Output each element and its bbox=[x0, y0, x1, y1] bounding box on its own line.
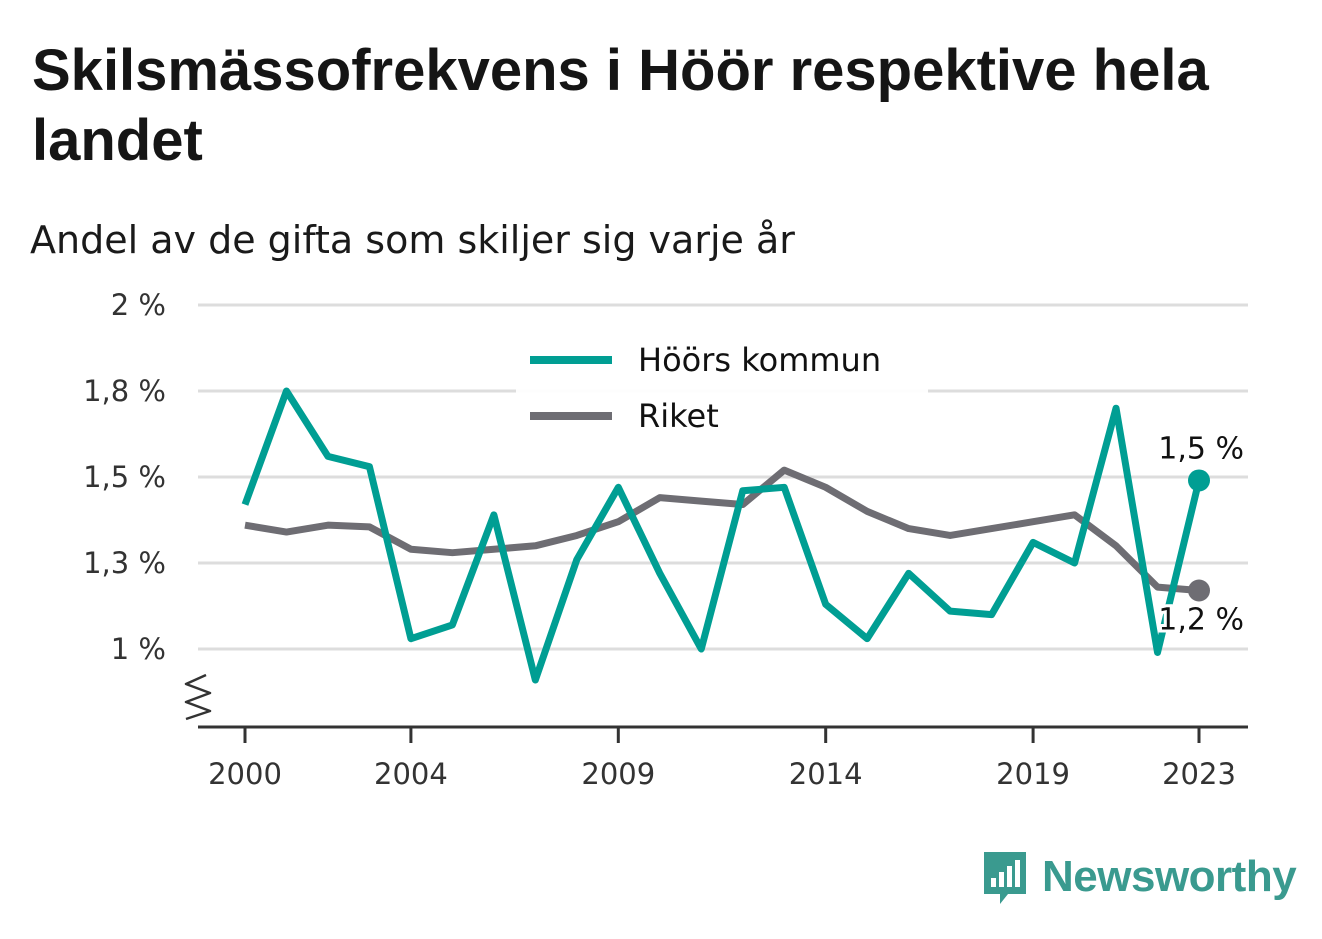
chart-title: Skilsmässofrekvens i Höör respektive hel… bbox=[32, 38, 1209, 173]
x-tick-label: 2023 bbox=[1162, 757, 1236, 791]
brand-name: Newsworthy bbox=[1042, 852, 1297, 901]
x-axis bbox=[184, 673, 1248, 729]
series-line-0 bbox=[241, 387, 1203, 684]
x-tick-label: 2000 bbox=[208, 757, 282, 791]
legend-label: Höörs kommun bbox=[638, 341, 881, 379]
x-axis-ticks: 2000 2004 2009 2014 2019 2023 bbox=[208, 727, 1236, 791]
series-line-1 bbox=[244, 466, 1200, 595]
newsworthy-logo-icon bbox=[984, 852, 1026, 904]
x-tick-label: 2014 bbox=[789, 757, 863, 791]
end-label-riket: 1,2 % bbox=[1158, 603, 1244, 638]
y-tick-label: 1 % bbox=[111, 632, 166, 666]
x-tick-label: 2009 bbox=[581, 757, 655, 791]
chart-subtitle: Andel av de gifta som skiljer sig varje … bbox=[30, 218, 795, 262]
series-end-dot-1 bbox=[1188, 579, 1210, 602]
end-label-hoor: 1,5 % bbox=[1158, 431, 1244, 466]
y-tick-label: 1,3 % bbox=[83, 546, 166, 580]
x-tick-label: 2004 bbox=[374, 757, 448, 791]
legend: Höörs kommun Riket bbox=[516, 330, 928, 442]
y-tick-label: 1,8 % bbox=[83, 374, 166, 408]
x-tick-label: 2019 bbox=[996, 757, 1070, 791]
axis-break-icon bbox=[184, 673, 212, 721]
legend-background bbox=[516, 330, 928, 442]
y-tick-label: 2 % bbox=[111, 288, 166, 322]
legend-label: Riket bbox=[638, 397, 719, 435]
y-tick-label: 1,5 % bbox=[83, 460, 166, 494]
end-labels: 1,5 % 1,2 % bbox=[1155, 431, 1247, 640]
series-lines bbox=[241, 387, 1210, 684]
brand: Newsworthy bbox=[980, 848, 1297, 906]
series-end-dot-0 bbox=[1188, 469, 1210, 492]
y-axis-ticks: 1 % 1,3 % 1,5 % 1,8 % 2 % bbox=[83, 288, 166, 666]
